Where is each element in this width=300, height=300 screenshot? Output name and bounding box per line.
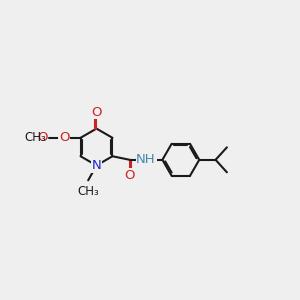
Text: O: O [37,131,48,144]
Text: CH₃: CH₃ [25,131,46,144]
Text: CH₃: CH₃ [77,185,99,198]
Text: O: O [124,169,135,182]
Text: O: O [91,106,102,119]
Text: NH: NH [136,153,156,166]
Text: N: N [92,159,101,172]
Text: O: O [59,131,69,144]
